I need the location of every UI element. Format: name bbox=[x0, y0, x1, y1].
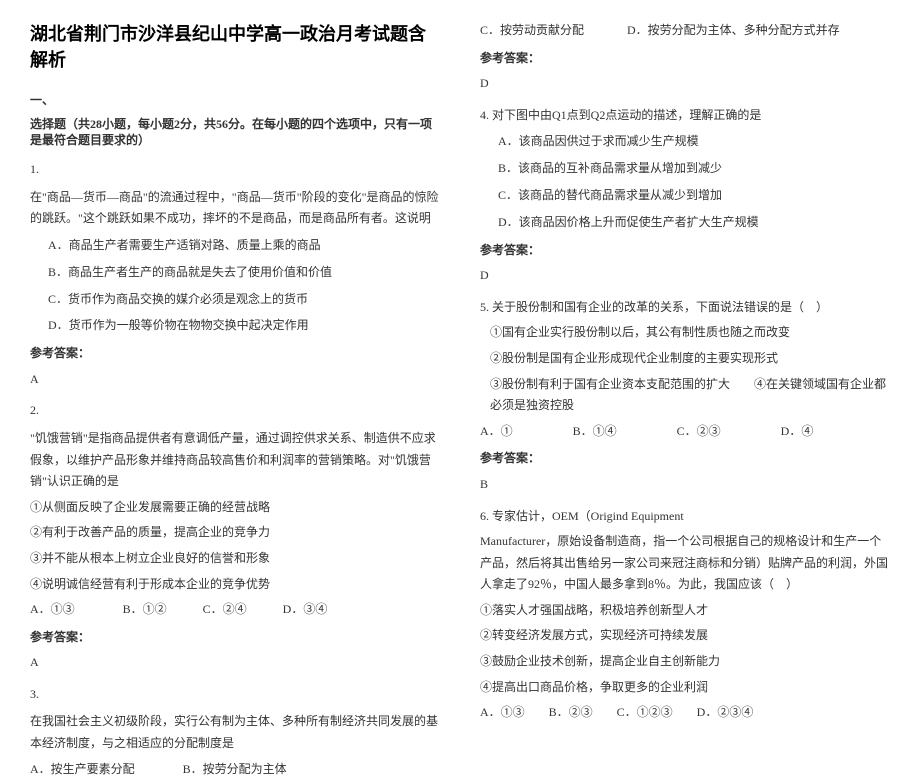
q5-item-3: ③股份制有利于国有企业资本支配范围的扩大 ④在关键领域国有企业都必须是独资控股 bbox=[490, 374, 890, 417]
q3-opt-ab: A．按生产要素分配 B．按劳分配为主体 bbox=[30, 759, 440, 780]
q1-answer-label: 参考答案： bbox=[30, 343, 440, 365]
instruction: 选择题（共28小题，每小题2分，共56分。在每小题的四个选项中，只有一项是最符合… bbox=[30, 116, 440, 150]
q1-text: 在"商品—货币—商品"的流通过程中，"商品—货币"阶段的变化"是商品的惊险的跳跃… bbox=[30, 187, 440, 230]
q6-text2: Manufacturer，原始设备制造商，指一个公司根据自己的规格设计和生产一个… bbox=[480, 531, 890, 596]
left-column: 湖北省荆门市沙洋县纪山中学高一政治月考试题含解析 一、 选择题（共28小题，每小… bbox=[30, 20, 440, 631]
q5-text: 5. 关于股份制和国有企业的改革的关系，下面说法错误的是（ ） bbox=[480, 297, 890, 319]
q6-item-3: ③鼓励企业技术创新，提高企业自主创新能力 bbox=[480, 651, 890, 673]
q2-item-3: ③并不能从根本上树立企业良好的信誉和形象 bbox=[30, 548, 440, 570]
q1-opt-b: B．商品生产者生产的商品就是失去了使用价值和价值 bbox=[30, 261, 440, 284]
q4-opt-a: A．该商品因供过于求而减少生产规模 bbox=[480, 130, 890, 153]
q2-item-4: ④说明诚信经营有利于形成本企业的竞争优势 bbox=[30, 574, 440, 596]
q3-opt-d: D．按劳分配为主体、多种分配方式并存 bbox=[627, 20, 840, 42]
q5-answer: B bbox=[480, 474, 890, 496]
q4-answer: D bbox=[480, 265, 890, 287]
q4-opt-c: C．该商品的替代商品需求量从减少到增加 bbox=[480, 184, 890, 207]
question-2: 2. "饥饿营销"是指商品提供者有意调低产量，通过调控供求关系、制造供不应求假象… bbox=[30, 400, 440, 674]
q3-opt-cd: C．按劳动贡献分配 D．按劳分配为主体、多种分配方式并存 bbox=[480, 20, 890, 42]
q1-opt-d: D．货币作为一般等价物在物物交换中起决定作用 bbox=[30, 314, 440, 337]
document-title: 湖北省荆门市沙洋县纪山中学高一政治月考试题含解析 bbox=[30, 20, 440, 72]
question-5: 5. 关于股份制和国有企业的改革的关系，下面说法错误的是（ ） ①国有企业实行股… bbox=[480, 297, 890, 496]
question-4: 4. 对下图中由Q1点到Q2点运动的描述，理解正确的是 A．该商品因供过于求而减… bbox=[480, 105, 890, 287]
q4-answer-label: 参考答案： bbox=[480, 240, 890, 262]
q6-options: A．①③ B．②③ C．①②③ D．②③④ bbox=[480, 702, 890, 724]
q4-text: 4. 对下图中由Q1点到Q2点运动的描述，理解正确的是 bbox=[480, 105, 890, 127]
q5-items: ①国有企业实行股份制以后，其公有制性质也随之而改变 ②股份制是国有企业形成现代企… bbox=[480, 322, 890, 416]
q6-item-4: ④提高出口商品价格，争取更多的企业利润 bbox=[480, 677, 890, 699]
right-column: C．按劳动贡献分配 D．按劳分配为主体、多种分配方式并存 参考答案： D 4. … bbox=[480, 20, 890, 631]
q2-answer: A bbox=[30, 652, 440, 674]
q5-options: A．① B．①④ C．②③ D．④ bbox=[480, 421, 890, 443]
q2-item-2: ②有利于改善产品的质量，提高企业的竞争力 bbox=[30, 522, 440, 544]
question-3-cont: C．按劳动贡献分配 D．按劳分配为主体、多种分配方式并存 参考答案： D bbox=[480, 20, 890, 95]
q2-answer-label: 参考答案： bbox=[30, 627, 440, 649]
q4-opt-b: B．该商品的互补商品需求量从增加到减少 bbox=[480, 157, 890, 180]
q2-options: A．①③ B．①② C．②④ D．③④ bbox=[30, 599, 440, 621]
question-3: 3. 在我国社会主义初级阶段，实行公有制为主体、多种所有制经济共同发展的基本经济… bbox=[30, 684, 440, 780]
q2-text: "饥饿营销"是指商品提供者有意调低产量，通过调控供求关系、制造供不应求假象，以维… bbox=[30, 428, 440, 493]
q6-item-2: ②转变经济发展方式，实现经济可持续发展 bbox=[480, 625, 890, 647]
q1-opt-a: A．商品生产者需要生产适销对路、质量上乘的商品 bbox=[30, 234, 440, 257]
q1-answer: A bbox=[30, 369, 440, 391]
q3-answer-label: 参考答案： bbox=[480, 48, 890, 70]
question-6: 6. 专家估计，OEM（Origind Equipment Manufactur… bbox=[480, 506, 890, 724]
q5-item-1: ①国有企业实行股份制以后，其公有制性质也随之而改变 bbox=[490, 322, 890, 344]
question-1: 1. 在"商品—货币—商品"的流通过程中，"商品—货币"阶段的变化"是商品的惊险… bbox=[30, 159, 440, 390]
q2-item-1: ①从侧面反映了企业发展需要正确的经营战略 bbox=[30, 497, 440, 519]
q5-answer-label: 参考答案： bbox=[480, 448, 890, 470]
q1-num: 1. bbox=[30, 159, 440, 181]
q6-text1: 6. 专家估计，OEM（Origind Equipment bbox=[480, 506, 890, 528]
q5-item-2: ②股份制是国有企业形成现代企业制度的主要实现形式 bbox=[490, 348, 890, 370]
q3-answer: D bbox=[480, 73, 890, 95]
q1-opt-c: C．货币作为商品交换的媒介必须是观念上的货币 bbox=[30, 288, 440, 311]
section-label: 一、 bbox=[30, 90, 440, 112]
q3-opt-c: C．按劳动贡献分配 bbox=[480, 20, 584, 42]
q6-item-1: ①落实人才强国战略，积极培养创新型人才 bbox=[480, 600, 890, 622]
q3-text: 在我国社会主义初级阶段，实行公有制为主体、多种所有制经济共同发展的基本经济制度，… bbox=[30, 711, 440, 754]
q4-opt-d: D．该商品因价格上升而促使生产者扩大生产规模 bbox=[480, 211, 890, 234]
q3-num: 3. bbox=[30, 684, 440, 706]
q2-num: 2. bbox=[30, 400, 440, 422]
